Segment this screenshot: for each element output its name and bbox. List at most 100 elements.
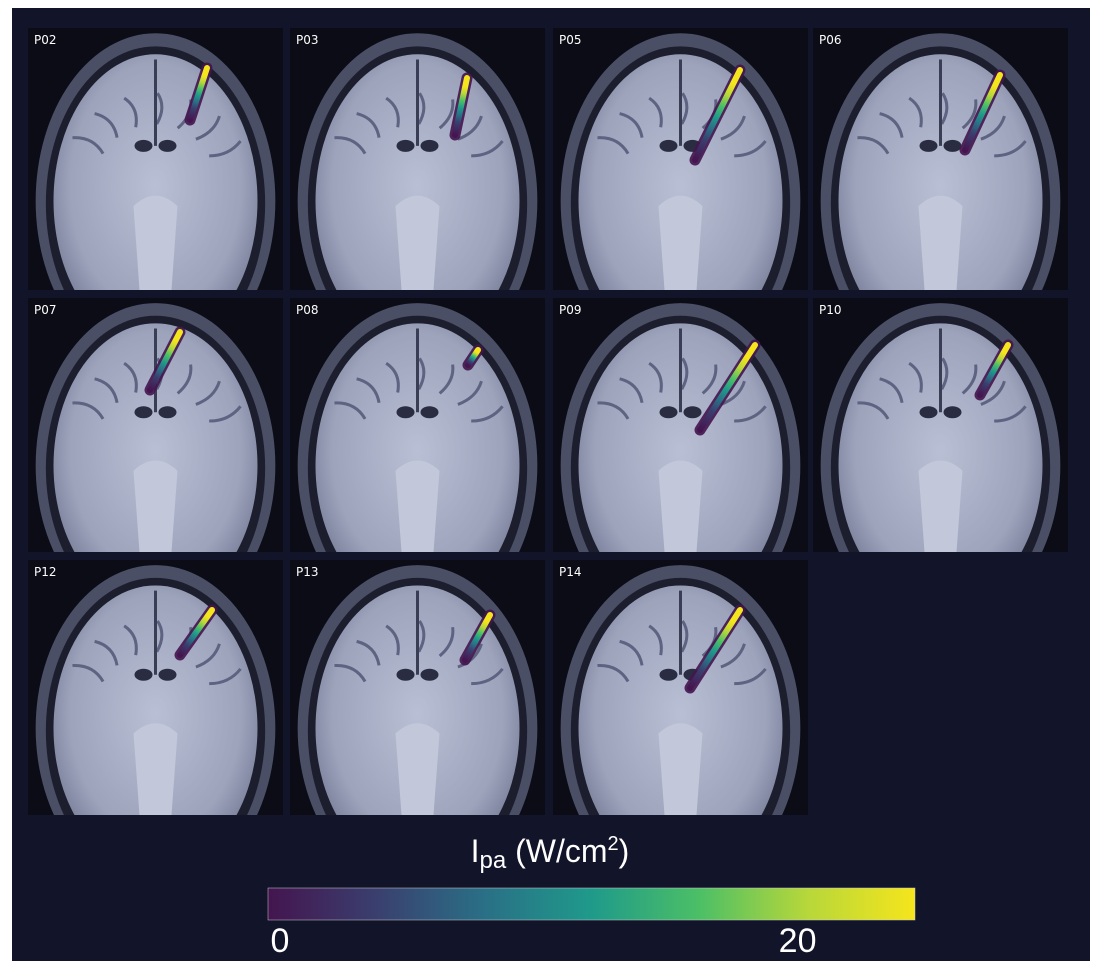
focus-beam xyxy=(962,72,1003,153)
sulcus xyxy=(734,667,767,686)
sulcus xyxy=(356,639,381,666)
sulcus xyxy=(94,112,119,138)
mri-image xyxy=(290,560,545,815)
sulcus xyxy=(597,401,630,420)
mri-image xyxy=(553,560,808,815)
brainstem xyxy=(133,195,178,290)
ventricle xyxy=(396,139,415,152)
sulcus xyxy=(417,357,426,390)
mri-image xyxy=(28,28,283,290)
title-superscript: 2 xyxy=(608,833,619,855)
brainstem xyxy=(658,723,703,815)
ventricle xyxy=(158,139,177,152)
mri-image xyxy=(553,28,808,290)
focus-beam xyxy=(177,607,215,658)
sulcus xyxy=(457,115,483,141)
sulcus xyxy=(980,115,1006,141)
sulcus xyxy=(457,380,483,406)
sulcus xyxy=(72,136,105,155)
focus-beam xyxy=(147,329,183,393)
focus-beam xyxy=(187,65,210,123)
sulcus xyxy=(385,624,400,656)
mri-panel: P09 xyxy=(553,298,808,552)
sulcus xyxy=(72,401,105,420)
mri-image xyxy=(553,298,808,552)
sulcus xyxy=(680,357,689,390)
panel-label: P12 xyxy=(34,565,57,579)
ventricle xyxy=(919,406,938,419)
sulcus xyxy=(940,92,949,125)
ventricle xyxy=(420,406,439,419)
sulcus xyxy=(438,364,455,395)
sulcus xyxy=(94,377,119,404)
brainstem xyxy=(658,195,703,290)
colorbar: Ipa (W/cm2) 0 20 xyxy=(267,833,916,960)
sulcus xyxy=(940,357,949,390)
mri-image xyxy=(290,28,545,290)
colorbar-gradient xyxy=(267,887,916,921)
panel-label: P03 xyxy=(296,33,319,47)
colorbar-title: Ipa (W/cm2) xyxy=(471,833,630,874)
brainstem xyxy=(395,460,440,552)
sulcus xyxy=(879,112,904,138)
focus-beam xyxy=(452,75,470,138)
ventricle xyxy=(683,406,702,419)
sulcus xyxy=(961,99,978,130)
sulcus xyxy=(457,643,483,669)
ventricle xyxy=(659,406,678,419)
brainstem xyxy=(918,460,963,552)
title-unit: (W/cm xyxy=(506,833,607,869)
sulcus xyxy=(209,405,242,423)
title-symbol: I xyxy=(471,833,480,869)
sulcus xyxy=(356,112,381,138)
sulcus xyxy=(417,620,426,653)
sulcus xyxy=(720,643,746,669)
sulcus xyxy=(908,96,923,128)
sulcus xyxy=(155,620,164,653)
sulcus xyxy=(879,377,904,404)
sulcus xyxy=(123,624,138,656)
sulcus xyxy=(648,362,663,393)
ventricle xyxy=(134,668,153,681)
sulcus xyxy=(648,624,663,656)
sulcus xyxy=(438,99,455,130)
mri-panel: P03 xyxy=(290,28,545,290)
sulcus xyxy=(195,643,221,669)
ventricle xyxy=(396,668,415,681)
mri-image xyxy=(290,298,545,552)
brain xyxy=(53,323,258,552)
sulcus xyxy=(334,664,367,683)
focus-beam xyxy=(692,67,743,163)
panel-label: P09 xyxy=(559,303,582,317)
panel-label: P08 xyxy=(296,303,319,317)
sulcus xyxy=(619,377,644,404)
sulcus xyxy=(438,627,455,658)
ventricle xyxy=(659,668,678,681)
focus-beam xyxy=(462,612,493,663)
sulcus xyxy=(385,96,400,128)
mri-image xyxy=(813,298,1068,552)
ventricle xyxy=(158,668,177,681)
focus-beam xyxy=(697,342,758,433)
sulcus xyxy=(680,620,689,653)
ventricle xyxy=(919,139,938,152)
ventricle xyxy=(420,668,439,681)
sulcus xyxy=(734,140,767,158)
brain xyxy=(315,323,520,552)
brain xyxy=(838,54,1043,290)
sulcus xyxy=(471,405,504,423)
panel-label: P06 xyxy=(819,33,842,47)
brain xyxy=(578,54,783,290)
mri-panel: P14 xyxy=(553,560,808,815)
ventricle xyxy=(158,406,177,419)
mri-panel: P13 xyxy=(290,560,545,815)
ventricle xyxy=(420,139,439,152)
sulcus xyxy=(195,380,221,406)
sulcus xyxy=(356,377,381,404)
focus-beam xyxy=(977,342,1011,398)
panel-label: P13 xyxy=(296,565,319,579)
sulcus xyxy=(648,96,663,128)
sulcus xyxy=(385,362,400,393)
